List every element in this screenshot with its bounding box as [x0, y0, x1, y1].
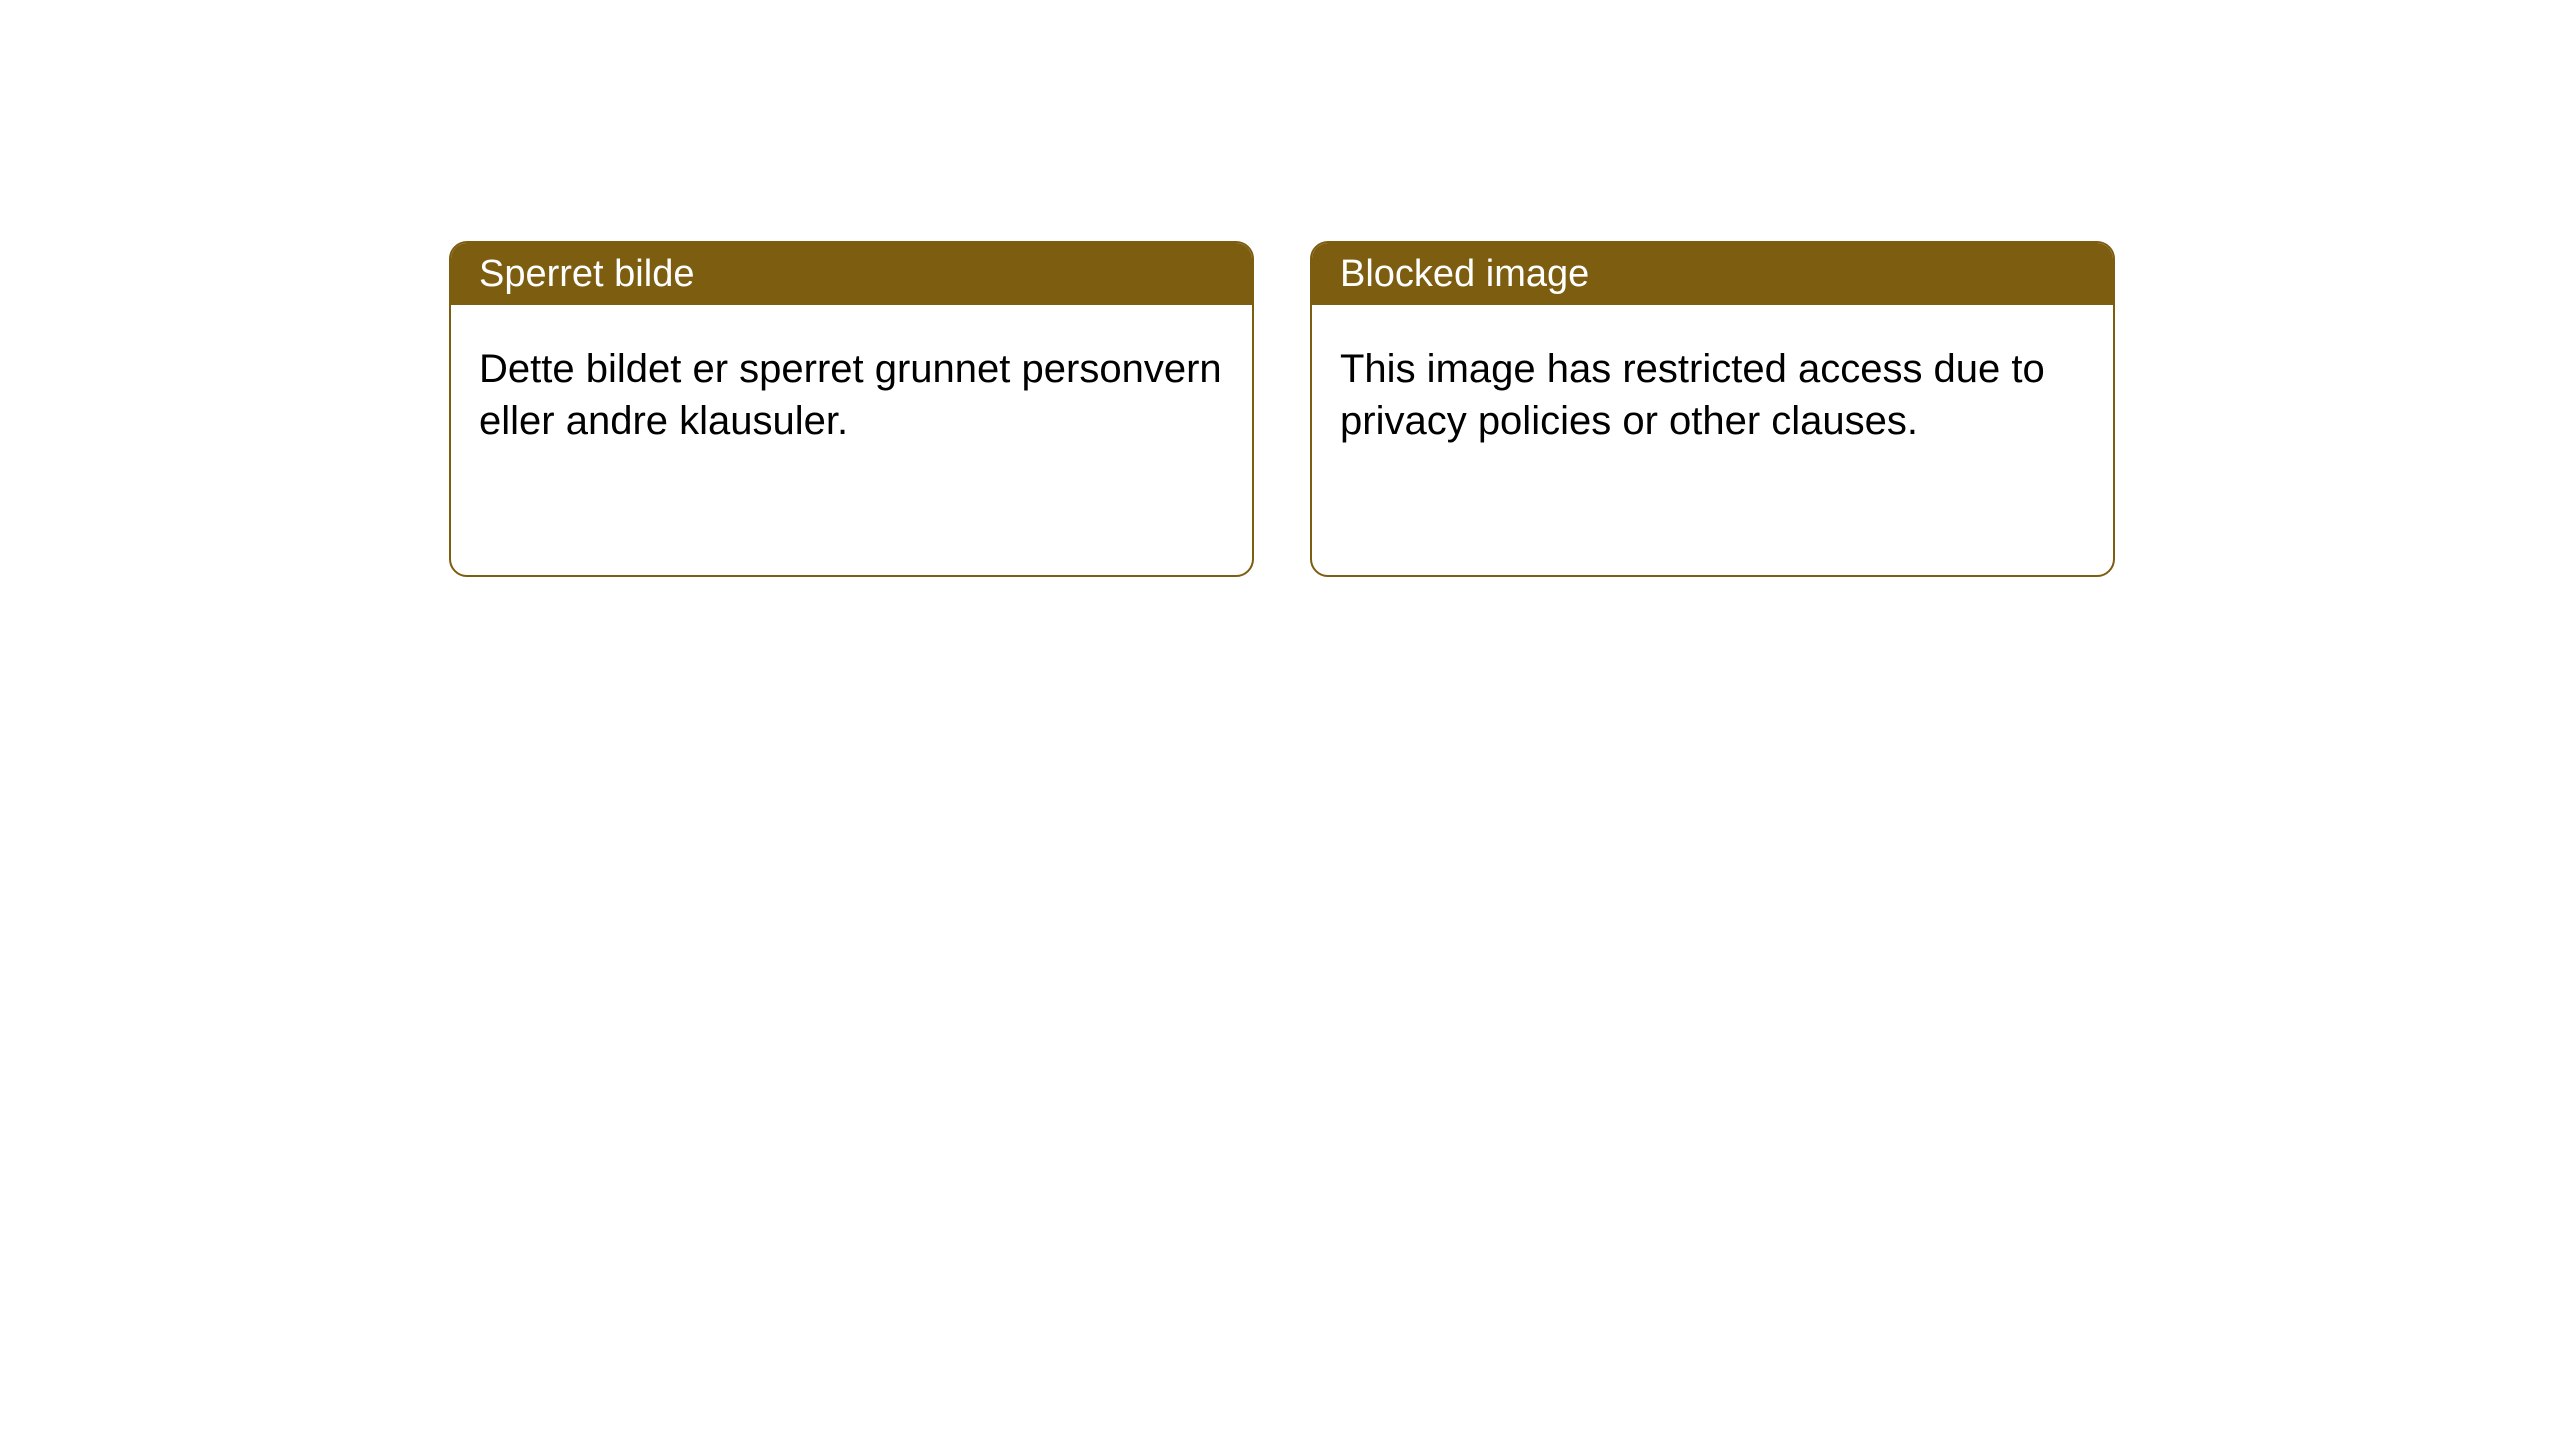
card-header: Blocked image: [1312, 243, 2113, 305]
card-body: This image has restricted access due to …: [1312, 305, 2113, 485]
card-body-text: This image has restricted access due to …: [1340, 347, 2045, 443]
card-title: Sperret bilde: [479, 253, 694, 296]
card-title: Blocked image: [1340, 253, 1589, 296]
notice-card-english: Blocked image This image has restricted …: [1310, 241, 2115, 577]
card-body: Dette bildet er sperret grunnet personve…: [451, 305, 1252, 485]
card-body-text: Dette bildet er sperret grunnet personve…: [479, 347, 1222, 443]
card-header: Sperret bilde: [451, 243, 1252, 305]
notice-cards-container: Sperret bilde Dette bildet er sperret gr…: [449, 241, 2115, 577]
notice-card-norwegian: Sperret bilde Dette bildet er sperret gr…: [449, 241, 1254, 577]
